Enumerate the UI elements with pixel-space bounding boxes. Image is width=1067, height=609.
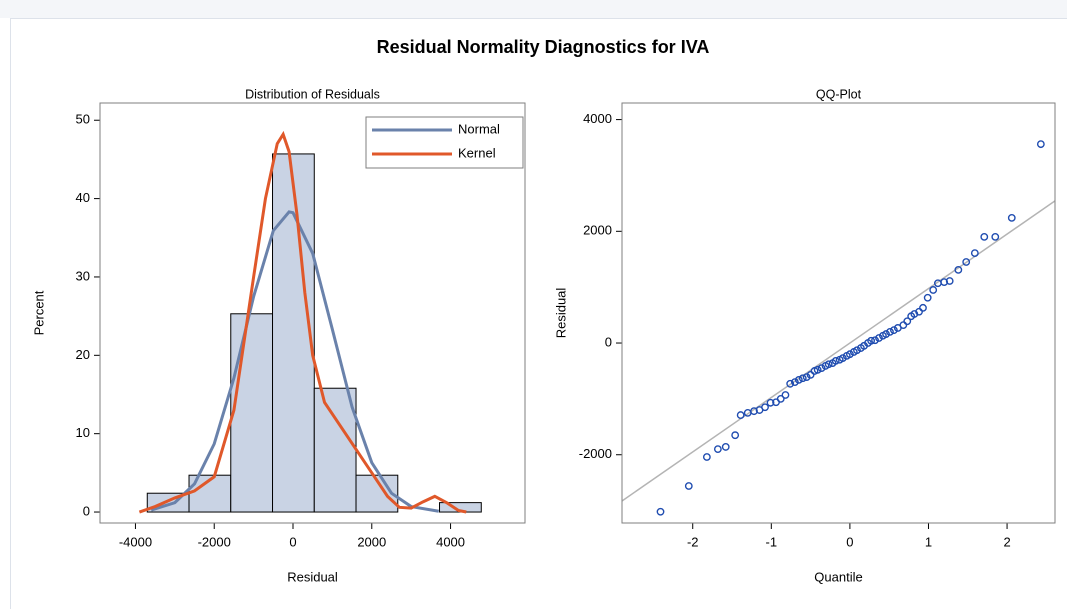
scatter-point [766,398,775,407]
x-tick-label: 1 [925,534,932,549]
scatter-point [899,321,908,330]
scatter-point [991,232,1000,241]
y-tick-label: 20 [76,347,90,362]
scatter-point [1036,140,1045,149]
scatter-point [761,403,769,412]
scatter-point [794,375,803,384]
scatter-point [702,453,711,461]
scatter-point [845,350,854,359]
scatter-point [970,249,979,257]
density-curve [150,210,439,513]
legend-box [365,116,524,169]
scatter-point [871,336,879,345]
plot-frame [621,102,1056,524]
x-tick-label: 4000 [436,534,465,549]
scatter-point [923,293,932,302]
plot-frame [99,102,526,524]
y-tick-label: -2000 [579,446,612,461]
scatter-point [903,317,912,326]
scatter-point [831,356,840,365]
x-tick-label: 0 [289,534,296,549]
panel-title: QQ-Plot [816,87,862,101]
scatter-point [786,379,795,388]
scatter-point [940,278,949,287]
y-tick-label: 0 [605,334,612,349]
scatter-point [736,411,745,419]
scatter-point [919,303,927,312]
scatter-point [890,326,898,335]
scatter-point [882,330,890,338]
scatter-point [915,307,923,316]
density-curve [138,130,467,514]
scatter-point [817,364,826,373]
scatter-point [886,327,894,336]
x-axis-label: Residual [287,569,338,584]
scatter-point [656,507,665,516]
scatter-point [731,431,740,440]
y-tick-label: 10 [76,425,90,440]
x-tick-label: -2 [687,534,699,549]
y-tick-label: 50 [76,112,90,127]
scatter-point [867,336,876,345]
histogram-bar [313,387,357,513]
x-tick-label: -1 [766,534,778,549]
scatter-point [721,443,730,451]
panel-title: Distribution of Residuals [245,87,380,101]
histogram-bar [230,313,274,513]
x-tick-label: -4000 [119,534,152,549]
scatter-point [781,391,790,399]
scatter-point [853,346,861,355]
legend-label: Kernel [458,145,496,160]
scatter-point [776,394,785,403]
y-tick-label: 40 [76,190,90,205]
x-axis-label: Quantile [814,569,862,584]
y-axis-label: Residual [553,288,568,339]
top-band [0,0,1067,18]
x-tick-label: 2 [1003,534,1010,549]
scatter-point [802,373,811,381]
reference-line [621,200,1056,502]
histogram-bar [272,153,315,513]
legend-label: Normal [458,121,500,136]
scatter-point [954,265,963,274]
scatter-point [790,378,799,387]
y-tick-label: 30 [76,268,90,283]
scatter-point [750,407,758,416]
scatter-point [806,370,815,379]
scatter-point [962,258,971,266]
y-tick-label: 0 [83,503,90,518]
scatter-point [980,232,989,241]
y-tick-label: 2000 [583,223,612,238]
scatter-point [1007,214,1016,222]
scatter-point [875,334,883,342]
scatter-point [813,365,822,374]
y-axis-label: Percent [31,290,46,335]
x-tick-label: -2000 [198,534,231,549]
scatter-point [798,374,807,383]
scatter-point [929,286,938,294]
x-tick-label: 2000 [357,534,386,549]
scatter-point [684,482,693,490]
scatter-point [713,445,722,454]
chart-title: Residual Normality Diagnostics for IVA [377,37,710,57]
x-tick-label: 0 [846,534,853,549]
y-tick-label: 4000 [583,111,612,126]
scatter-point [838,354,847,363]
scatter-point [945,277,954,285]
scatter-point [824,360,833,369]
